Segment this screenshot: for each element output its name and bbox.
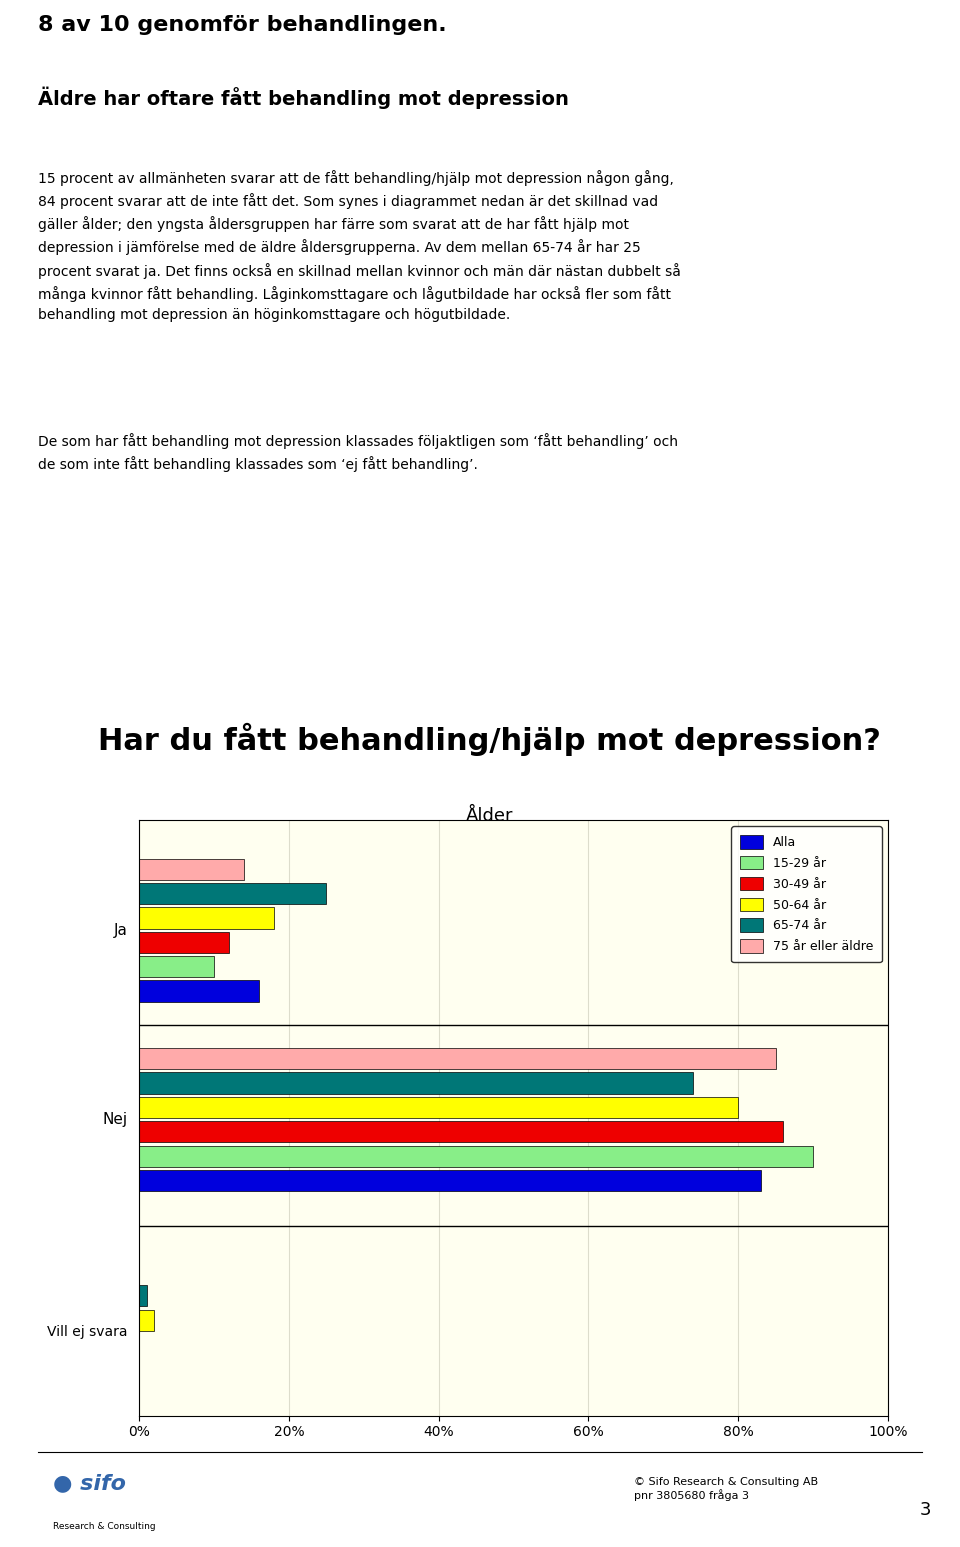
Text: 15 procent av allmänheten svarar att de fått behandling/hjälp mot depression någ: 15 procent av allmänheten svarar att de … — [38, 170, 682, 322]
Text: Äldre har oftare fått behandling mot depression: Äldre har oftare fått behandling mot dep… — [38, 87, 569, 108]
Text: © Sifo Research & Consulting AB
pnr 3805680 fråga 3: © Sifo Research & Consulting AB pnr 3805… — [634, 1477, 818, 1501]
Bar — [139, 1286, 147, 1306]
Bar — [139, 1049, 776, 1069]
Bar — [139, 1170, 760, 1191]
Bar — [139, 883, 326, 903]
Text: Ja: Ja — [114, 922, 128, 937]
Legend: Alla, 15-29 år, 30-49 år, 50-64 år, 65-74 år, 75 år eller äldre: Alla, 15-29 år, 30-49 år, 50-64 år, 65-7… — [732, 826, 881, 962]
Bar — [139, 859, 244, 880]
Text: Nej: Nej — [103, 1112, 128, 1128]
Text: Vill ej svara: Vill ej svara — [47, 1326, 128, 1340]
Text: Har du fått behandling/hjälp mot depression?: Har du fått behandling/hjälp mot depress… — [98, 722, 881, 755]
Text: ● sifo: ● sifo — [53, 1473, 126, 1493]
Text: Research & Consulting: Research & Consulting — [53, 1522, 156, 1530]
Bar — [139, 956, 214, 978]
Bar — [139, 931, 229, 953]
Bar — [139, 1309, 155, 1330]
Text: Ålder: Ålder — [466, 808, 514, 825]
Text: 8 av 10 genomför behandlingen.: 8 av 10 genomför behandlingen. — [38, 15, 447, 36]
Text: De som har fått behandling mot depression klassades följaktligen som ‘fått behan: De som har fått behandling mot depressio… — [38, 433, 679, 472]
Bar — [139, 1097, 738, 1118]
Text: 3: 3 — [920, 1501, 931, 1519]
Bar — [139, 1122, 783, 1142]
Bar — [139, 1145, 813, 1166]
Bar — [139, 907, 274, 928]
Bar — [139, 1072, 693, 1094]
Bar — [139, 981, 259, 1002]
